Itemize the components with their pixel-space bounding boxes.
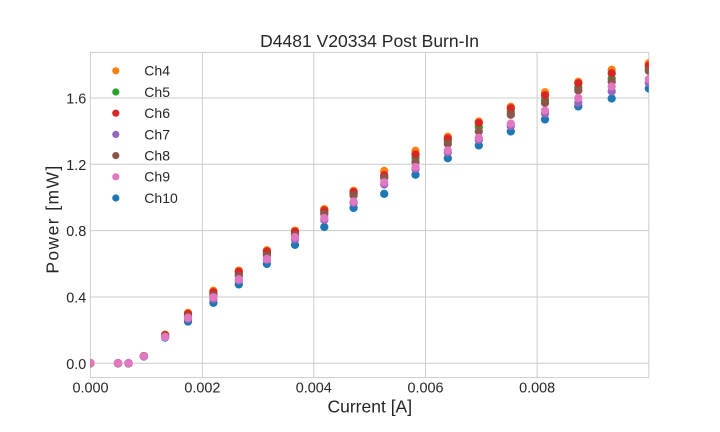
svg-text:Ch9: Ch9 [144,169,170,185]
svg-text:0.004: 0.004 [296,380,332,396]
svg-text:0.0: 0.0 [66,357,86,373]
svg-text:Ch6: Ch6 [144,105,170,121]
svg-text:Ch7: Ch7 [144,126,170,142]
svg-text:Ch4: Ch4 [144,63,170,79]
svg-text:0.8: 0.8 [66,224,86,240]
svg-text:1.2: 1.2 [66,158,86,174]
svg-text:0.002: 0.002 [184,380,220,396]
svg-text:D4481 V20334 Post Burn-In: D4481 V20334 Post Burn-In [260,31,479,51]
svg-text:0.008: 0.008 [519,380,555,396]
svg-text:0.4: 0.4 [66,291,86,307]
svg-text:Current [A]: Current [A] [327,397,412,417]
svg-text:0.006: 0.006 [407,380,443,396]
svg-text:0.000: 0.000 [73,380,109,396]
svg-text:Power [mW]: Power [mW] [43,164,63,273]
svg-text:1.6: 1.6 [66,92,86,108]
svg-text:Ch8: Ch8 [144,148,170,164]
svg-text:Ch5: Ch5 [144,84,170,100]
svg-text:Ch10: Ch10 [144,190,178,206]
